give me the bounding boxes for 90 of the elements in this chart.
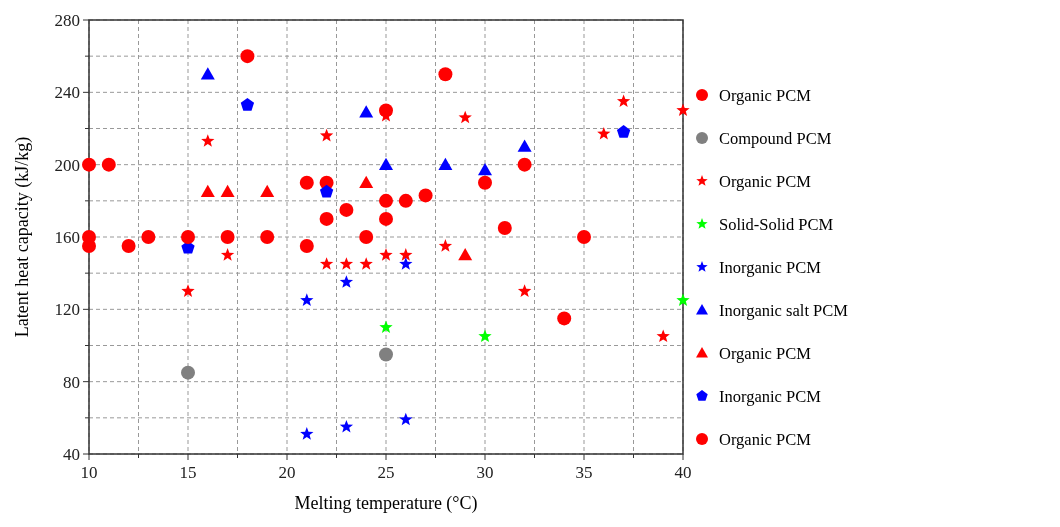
- point: [438, 67, 453, 82]
- point: [82, 157, 96, 172]
- x-tick-label: 20: [278, 463, 296, 482]
- point: [82, 239, 96, 254]
- point: [379, 248, 393, 261]
- y-tick-label: 280: [54, 11, 80, 30]
- point: [418, 188, 433, 203]
- x-tick-label: 10: [80, 463, 98, 482]
- point: [379, 347, 393, 362]
- point: [359, 230, 374, 244]
- point: [399, 248, 413, 261]
- point: [379, 157, 393, 170]
- point: [339, 419, 354, 433]
- y-tick-label: 40: [63, 445, 80, 464]
- x-axis-title: Melting temperature (°C): [294, 493, 478, 514]
- point: [339, 257, 354, 270]
- point: [181, 365, 195, 380]
- legend-label: Compound PCM: [719, 129, 832, 148]
- point: [220, 184, 235, 198]
- point: [458, 248, 473, 261]
- legend-label: Organic PCM: [719, 86, 812, 105]
- point: [359, 175, 374, 188]
- point: [141, 230, 156, 244]
- point: [200, 67, 215, 80]
- legend-label: Inorganic PCM: [719, 387, 822, 406]
- point: [656, 329, 670, 343]
- point: [181, 284, 195, 297]
- x-tick-label: 25: [377, 463, 395, 482]
- y-tick-label: 200: [54, 155, 80, 175]
- x-tick-label: 40: [674, 463, 692, 482]
- point: [260, 184, 275, 198]
- point: [319, 211, 334, 226]
- x-tick-label: 15: [179, 463, 197, 482]
- point: [478, 175, 492, 190]
- point: [220, 248, 235, 261]
- point: [379, 193, 393, 208]
- legend-label: Inorganic PCM: [719, 258, 822, 277]
- point: [319, 128, 334, 142]
- point: [121, 239, 136, 254]
- point: [300, 427, 314, 440]
- point: [319, 257, 334, 270]
- point: [299, 239, 314, 254]
- point: [339, 202, 354, 217]
- point: [557, 311, 572, 326]
- point: [319, 184, 334, 198]
- point: [240, 49, 255, 64]
- y-tick-label: 160: [54, 228, 80, 247]
- y-tick-label: 80: [63, 372, 80, 392]
- x-tick-label: 35: [575, 463, 593, 482]
- point: [101, 157, 116, 172]
- point: [379, 211, 393, 226]
- point: [676, 103, 690, 117]
- point: [438, 157, 453, 170]
- point: [399, 412, 413, 426]
- point: [458, 110, 472, 124]
- point: [200, 184, 215, 198]
- point: [201, 134, 215, 147]
- legend-label: Solid-Solid PCM: [719, 215, 834, 234]
- point: [478, 329, 492, 343]
- point: [478, 163, 492, 176]
- point: [181, 230, 195, 244]
- point: [676, 293, 690, 306]
- point: [398, 193, 413, 208]
- point: [438, 239, 453, 252]
- point: [399, 257, 413, 270]
- legend-label: Organic PCM: [719, 430, 812, 449]
- point: [577, 230, 591, 244]
- point: [359, 105, 374, 118]
- point: [517, 157, 532, 172]
- point: [379, 320, 393, 334]
- point: [220, 230, 235, 244]
- point: [260, 230, 275, 244]
- point: [240, 97, 255, 111]
- point: [616, 94, 631, 108]
- x-tick-label: 30: [476, 463, 494, 482]
- point: [300, 293, 314, 306]
- legend-label: Inorganic salt PCM: [719, 301, 849, 320]
- point: [517, 139, 532, 152]
- y-axis-title: Latent heat capacity (kJ/kg): [12, 136, 33, 338]
- legend-label: Organic PCM: [719, 172, 812, 191]
- legend-label: Organic PCM: [719, 344, 812, 363]
- point: [339, 275, 354, 288]
- point: [616, 125, 631, 138]
- point: [299, 175, 314, 190]
- point: [359, 257, 373, 270]
- point: [517, 284, 532, 297]
- y-tick-label: 120: [54, 300, 80, 320]
- point: [497, 220, 512, 235]
- y-tick-label: 240: [54, 83, 80, 103]
- point: [597, 126, 611, 140]
